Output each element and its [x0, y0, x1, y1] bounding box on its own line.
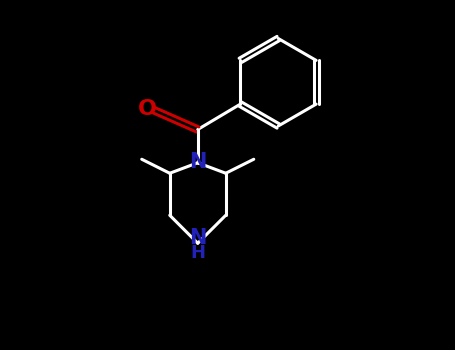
Text: O: O: [138, 99, 157, 119]
Text: H: H: [190, 244, 205, 262]
Text: N: N: [189, 228, 207, 248]
Text: N: N: [189, 152, 207, 172]
